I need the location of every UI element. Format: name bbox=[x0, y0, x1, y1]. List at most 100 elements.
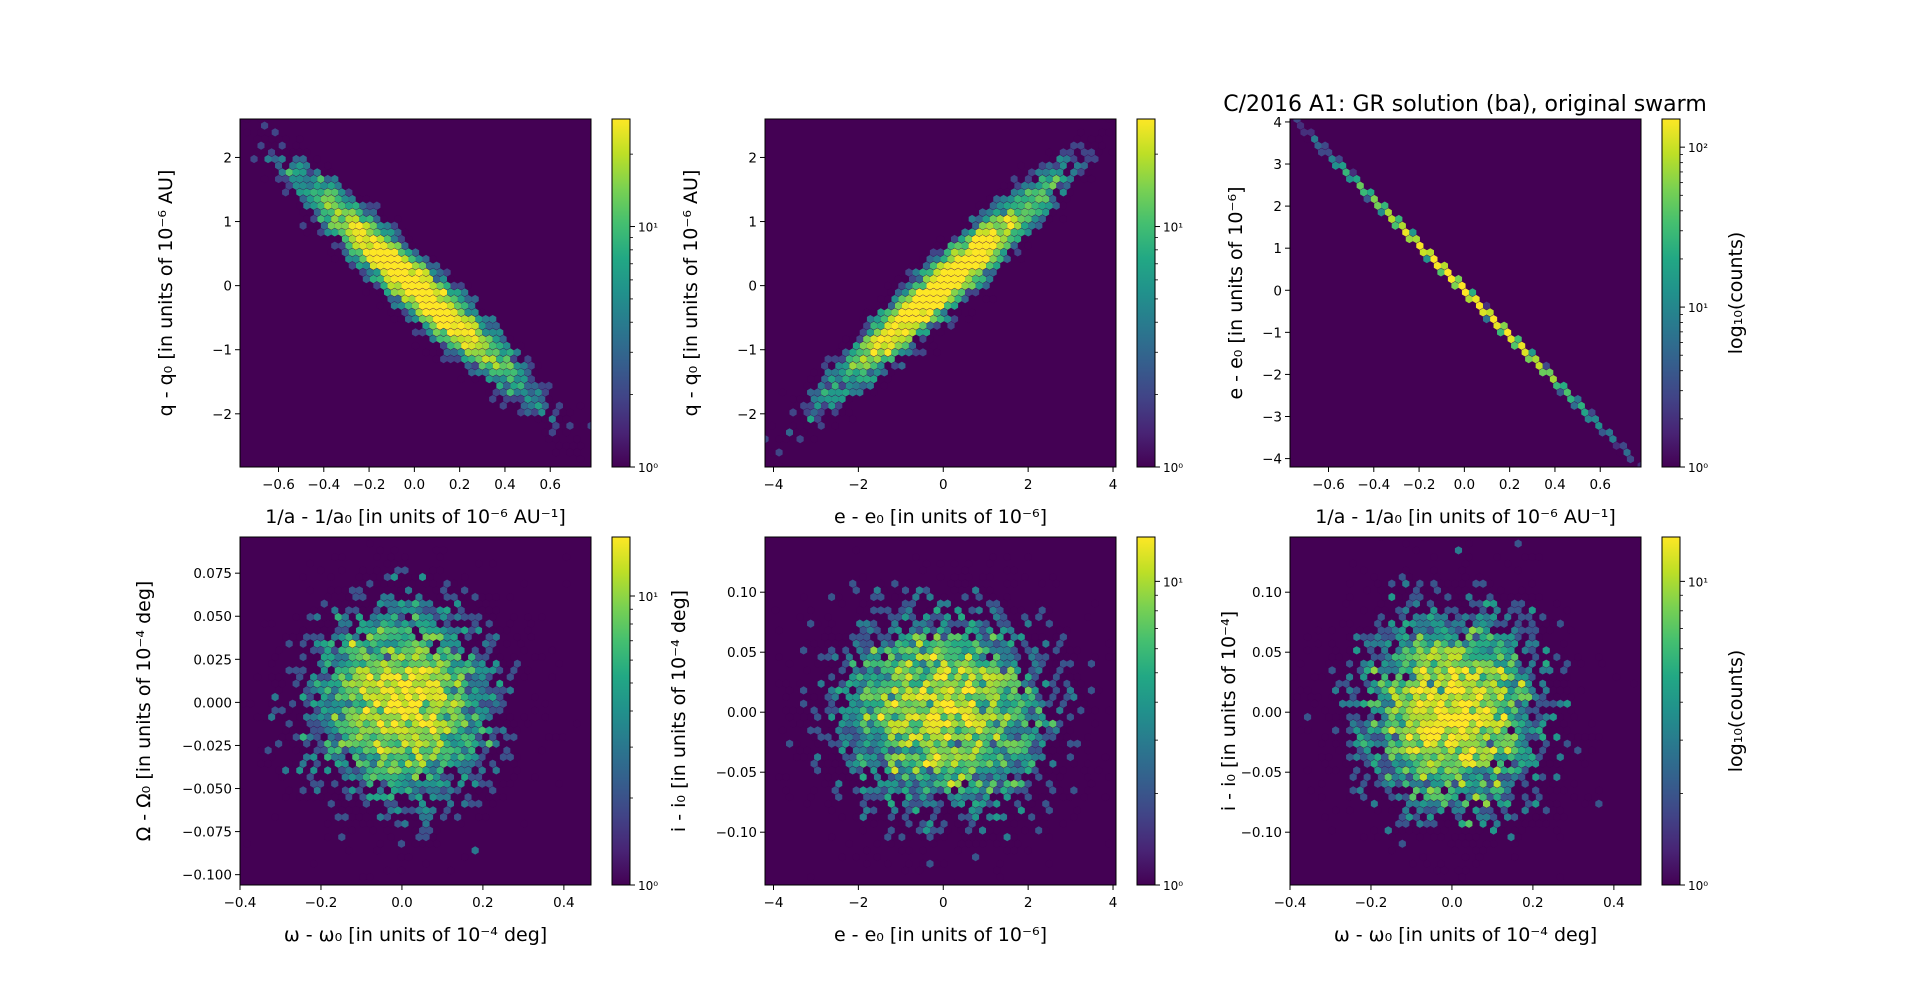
y-tick-label: −0.025 bbox=[182, 738, 232, 754]
hexbin-cell bbox=[870, 321, 878, 330]
hexbin-cell bbox=[425, 719, 434, 728]
hexbin-cell bbox=[912, 592, 920, 602]
hexbin-cell bbox=[810, 759, 818, 768]
hexbin-cell bbox=[1398, 772, 1406, 782]
hexbin-cell bbox=[464, 686, 472, 695]
hexbin-cell bbox=[376, 546, 384, 555]
hexbin-cell bbox=[454, 314, 462, 324]
hexbin-cell bbox=[1003, 659, 1011, 668]
hexbin-cell bbox=[975, 254, 983, 264]
hexbin-cell bbox=[940, 281, 948, 290]
hexbin-cell bbox=[1405, 759, 1413, 768]
hexbin-cell bbox=[891, 361, 899, 370]
hexbin-cell bbox=[915, 301, 924, 310]
hexbin-cell bbox=[1031, 188, 1039, 197]
y-tick-label: 0.025 bbox=[193, 652, 232, 668]
hexbin-cell bbox=[993, 719, 1001, 728]
hexbin-cell bbox=[432, 586, 441, 595]
hexbin-cell bbox=[348, 759, 356, 768]
hexbin-cell bbox=[1349, 786, 1357, 795]
hexbin-cell bbox=[366, 712, 374, 722]
hexbin-cell bbox=[503, 368, 511, 377]
hexbin-cell bbox=[418, 328, 427, 337]
hexbin-cell bbox=[1532, 786, 1540, 795]
hexbin-cell bbox=[1035, 168, 1043, 177]
hexbin-cell bbox=[408, 308, 416, 317]
hexbin-cell bbox=[401, 806, 409, 815]
hexbin-cell bbox=[884, 832, 892, 842]
hexbin-cell bbox=[510, 772, 518, 782]
hexbin-cell bbox=[369, 772, 377, 782]
hexbin-cell bbox=[1038, 579, 1046, 588]
hexbin-cell bbox=[1479, 619, 1487, 628]
hexbin-cell bbox=[873, 599, 881, 608]
hexbin-cell bbox=[1486, 712, 1494, 722]
hexbin-cell bbox=[366, 201, 374, 210]
hexbin-cell bbox=[1070, 812, 1078, 822]
hexbin-cell bbox=[282, 134, 290, 144]
hexbin-cell bbox=[1553, 772, 1561, 782]
hexbin-cell bbox=[950, 786, 959, 795]
hexbin-cell bbox=[856, 779, 864, 788]
y-tick-label: 0.10 bbox=[727, 585, 757, 601]
hexbin-cell bbox=[1367, 646, 1375, 655]
hexbin-cell bbox=[1398, 599, 1406, 608]
hexbin-cell bbox=[1560, 666, 1568, 675]
hexbin-cell bbox=[891, 752, 899, 762]
hexbin-cell bbox=[1038, 766, 1046, 775]
hexbin-cell bbox=[1454, 599, 1463, 608]
hexbin-cell bbox=[1440, 866, 1449, 875]
hexbin-cell bbox=[1419, 537, 1427, 542]
hexbin-cell bbox=[954, 792, 962, 802]
hexbin-cell bbox=[873, 852, 881, 862]
hexbin-cell bbox=[1507, 712, 1515, 722]
hexbin-cell bbox=[1493, 646, 1501, 655]
hexbin-cell bbox=[425, 652, 434, 662]
hexbin-cell bbox=[1360, 779, 1368, 788]
hexbin-cell bbox=[828, 752, 836, 762]
hexbin-cell bbox=[355, 746, 363, 755]
hexbin-cell bbox=[936, 652, 945, 662]
hexbin-cell bbox=[996, 228, 1004, 237]
hexbin-cell bbox=[338, 792, 346, 802]
hexbin-cell bbox=[1563, 606, 1571, 615]
hexbin-cell bbox=[975, 752, 983, 762]
hexbin-cell bbox=[1398, 586, 1406, 595]
hexbin-cell bbox=[1024, 766, 1032, 775]
hexbin-cell bbox=[1475, 301, 1484, 310]
hexbin-cell bbox=[1454, 274, 1463, 284]
hexbin-cell bbox=[1532, 746, 1540, 755]
hexbin-cell bbox=[849, 766, 857, 775]
hexbin-cell bbox=[1087, 174, 1096, 184]
hexbin-cell bbox=[1461, 652, 1470, 662]
hexbin-cell bbox=[1525, 652, 1533, 662]
hexbin-cell bbox=[1511, 812, 1519, 822]
hexbin-cell bbox=[870, 592, 878, 602]
hexbin-cell bbox=[303, 699, 311, 708]
hexbin-cell bbox=[394, 254, 402, 264]
hexbin-cell bbox=[1388, 779, 1396, 788]
axes-frame bbox=[1289, 536, 1642, 886]
hexbin-cell bbox=[1500, 632, 1508, 642]
hexbin-cell bbox=[947, 752, 955, 762]
hexbin-cell bbox=[1437, 832, 1445, 842]
hexbin-cell bbox=[545, 434, 553, 444]
hexbin-cell bbox=[1374, 779, 1382, 788]
hexbin-cell bbox=[943, 261, 952, 270]
hexbin-cell bbox=[1049, 719, 1057, 728]
hexbin-cell bbox=[877, 308, 885, 317]
hexbin-cell bbox=[996, 659, 1004, 668]
hexbin-cell bbox=[492, 686, 500, 695]
hexbin-cell bbox=[369, 572, 377, 582]
hexbin-cell bbox=[1370, 732, 1378, 742]
hexbin-cell bbox=[366, 739, 374, 748]
hexbin-cell bbox=[1461, 719, 1470, 728]
hexbin-cell bbox=[271, 652, 279, 662]
hexbin-cell bbox=[1024, 646, 1032, 655]
hexbin-cell bbox=[954, 819, 962, 828]
hexbin-cell bbox=[475, 692, 483, 702]
hexbin-cell bbox=[873, 719, 881, 728]
hexbin-cell bbox=[1433, 692, 1441, 702]
hexbin-cell bbox=[485, 632, 493, 642]
hexbin-cell bbox=[873, 786, 881, 795]
